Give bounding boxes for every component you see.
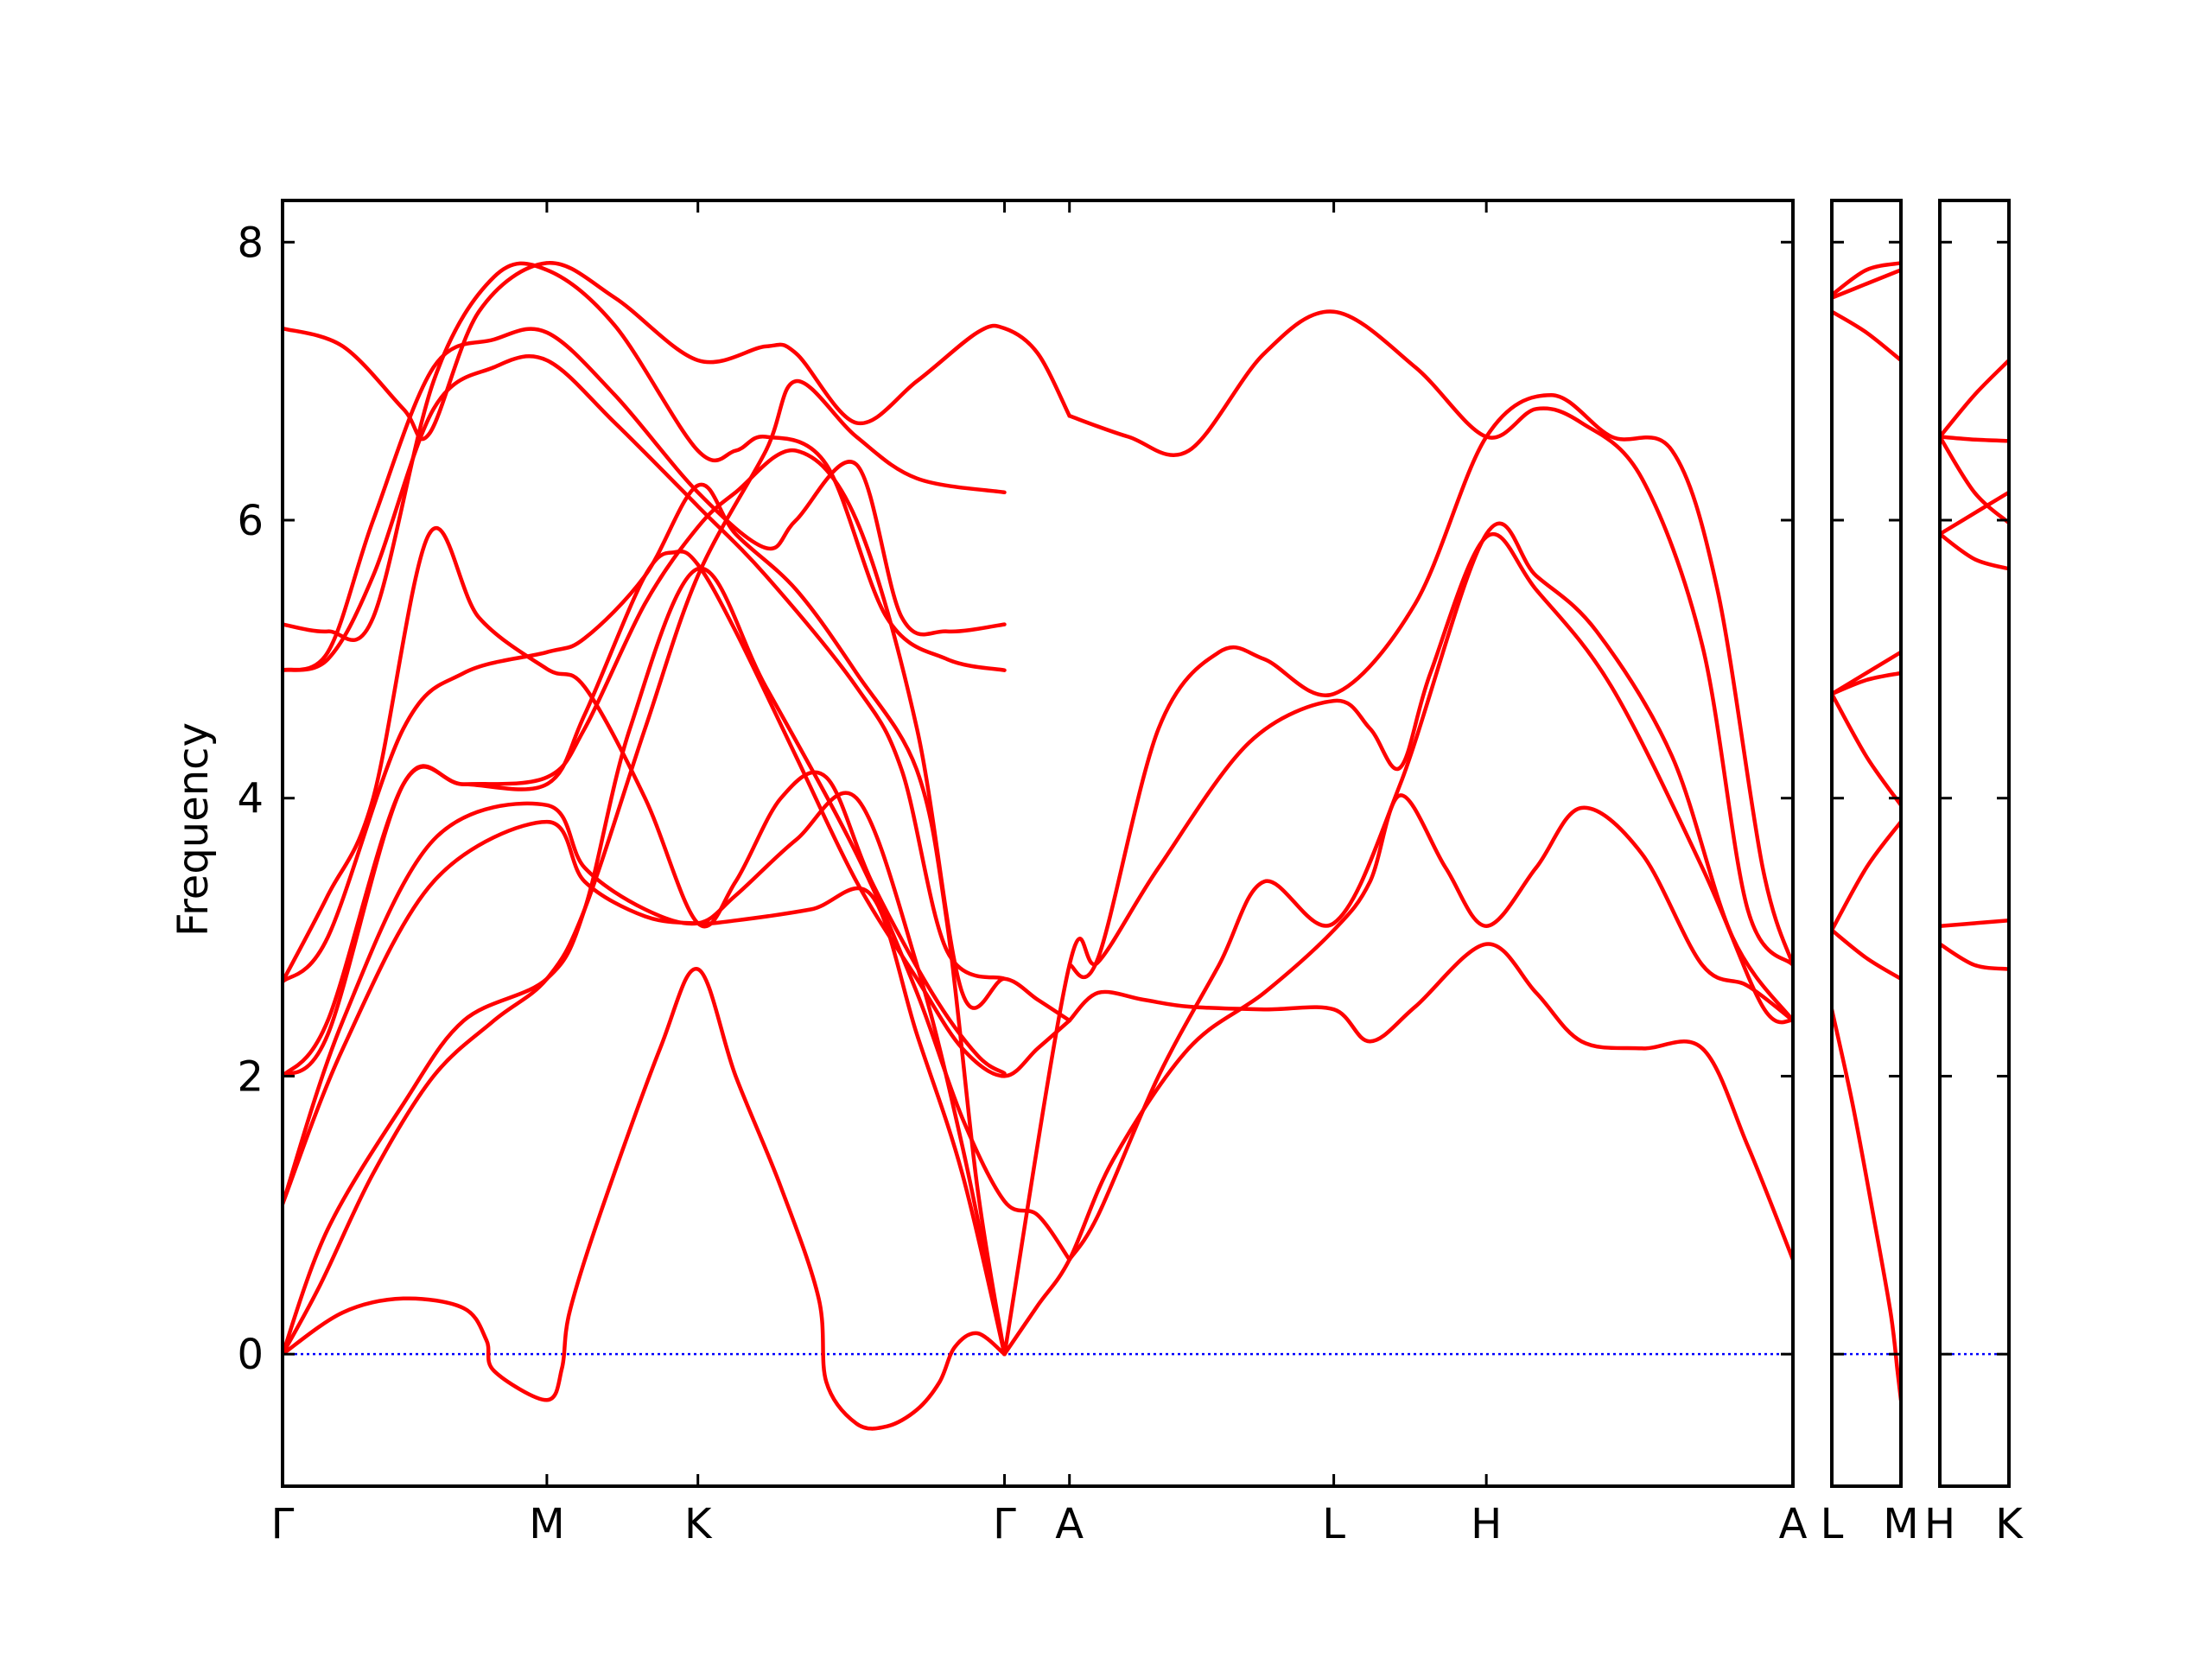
band-18	[1067, 392, 1793, 980]
panel-frame	[1830, 199, 1903, 1488]
band-15	[1002, 532, 1793, 1357]
band-9	[283, 354, 1007, 982]
y-tick-label: 4	[237, 775, 264, 823]
band-12	[283, 261, 1071, 442]
x-tick-label: Γ	[271, 1500, 295, 1548]
band-4	[283, 791, 1007, 1357]
band-2	[283, 566, 1071, 1357]
x-tick-label: L	[1322, 1500, 1345, 1548]
x-tick-label: A	[1055, 1500, 1084, 1548]
band-3	[1940, 531, 2009, 571]
band-group	[283, 261, 1793, 1431]
band-group	[1832, 261, 1901, 1402]
x-tick-label: A	[1779, 1500, 1808, 1548]
band-11	[283, 261, 1007, 672]
band-1	[283, 967, 1007, 1431]
x-tick-label: H	[1471, 1500, 1502, 1548]
band-1	[1832, 1007, 1901, 1402]
x-tick-label: M	[529, 1500, 564, 1548]
y-tick-label: 8	[237, 219, 264, 267]
x-tick-label: L	[1821, 1500, 1844, 1548]
y-tick-label: 2	[237, 1052, 264, 1101]
band-8	[1832, 268, 1901, 300]
x-tick-label: Γ	[993, 1500, 1016, 1548]
band-13	[283, 378, 1007, 1357]
band-16	[1067, 521, 1793, 1262]
band-3	[1832, 928, 1901, 982]
band-17	[1067, 309, 1793, 968]
band-6	[1832, 691, 1901, 808]
band-7	[1832, 309, 1901, 363]
band-1	[1940, 942, 2009, 971]
band-2	[1940, 918, 2009, 928]
x-tick-label: H	[1924, 1500, 1955, 1548]
band-group	[1940, 358, 2009, 971]
band-19	[1067, 942, 1793, 1262]
y-tick-label: 0	[237, 1331, 264, 1379]
y-axis-label: Frequency	[169, 722, 218, 937]
panel-frame	[1938, 199, 2011, 1488]
panel-frame	[281, 199, 1795, 1488]
x-tick-label: K	[1995, 1500, 2024, 1548]
band-5	[1940, 435, 2009, 525]
x-tick-label: K	[684, 1500, 713, 1548]
band-4	[1940, 490, 2009, 537]
band-8	[283, 525, 1007, 1076]
band-7	[1940, 358, 2009, 439]
band-14	[1002, 793, 1793, 1357]
band-6	[1940, 435, 2009, 443]
band-9	[1832, 261, 1901, 297]
band-10	[283, 327, 1007, 672]
band-2	[1832, 819, 1901, 932]
band-5	[1832, 671, 1901, 696]
band-6	[283, 448, 1071, 1078]
y-tick-label: 6	[237, 497, 264, 545]
x-tick-label: M	[1883, 1500, 1918, 1548]
band-7	[283, 482, 1007, 1357]
